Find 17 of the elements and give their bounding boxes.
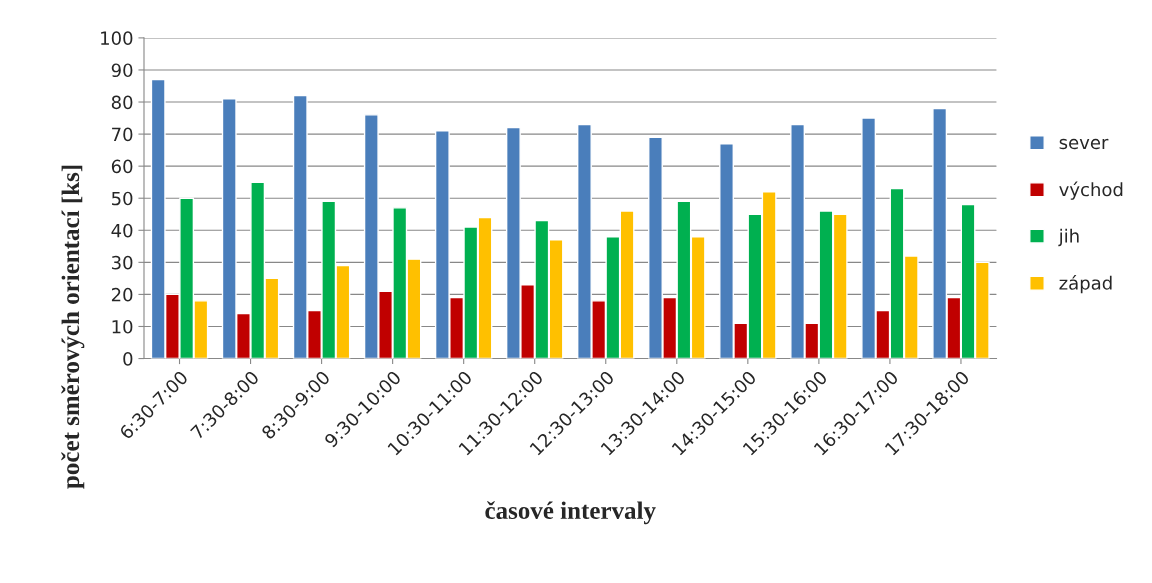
y-tick-label: 50 xyxy=(112,191,133,206)
y-tick-label: 60 xyxy=(111,159,133,174)
y-tick-label: 40 xyxy=(111,223,133,238)
y-tick-label: 10 xyxy=(112,319,133,334)
legend-label: sever xyxy=(1059,138,1109,150)
y-tick-label: 90 xyxy=(111,63,133,78)
y-tick-label: 100 xyxy=(101,31,133,46)
y-tick-label: 70 xyxy=(112,127,133,142)
y-tick-label: 20 xyxy=(111,287,133,302)
y-axis-title: počet směrových orientací [ks] xyxy=(61,165,85,489)
legend-label: východ xyxy=(1059,181,1123,200)
legend-label: západ xyxy=(1059,275,1112,294)
y-tick-label: 30 xyxy=(111,255,133,270)
x-axis-title: časové intervaly xyxy=(485,501,656,525)
y-tick-label: 80 xyxy=(111,95,133,110)
y-tick-label: 0 xyxy=(123,352,133,366)
legend-label: jih xyxy=(1058,228,1079,247)
